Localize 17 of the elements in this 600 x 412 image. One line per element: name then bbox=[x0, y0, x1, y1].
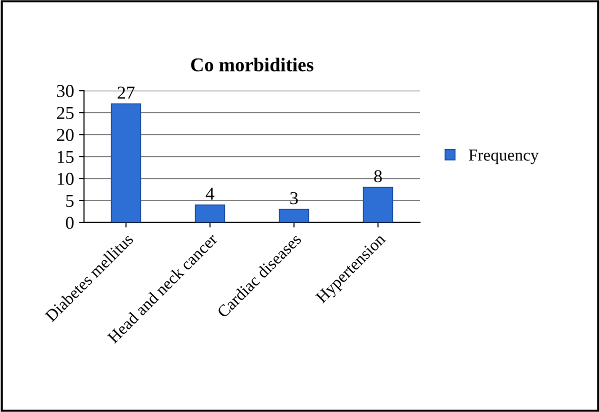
bar bbox=[194, 204, 226, 222]
bar bbox=[362, 186, 394, 222]
y-tick-label: 5 bbox=[66, 194, 74, 207]
y-tick-label: 30 bbox=[57, 84, 74, 98]
y-tick-label: 10 bbox=[58, 172, 74, 185]
data-label: 8 bbox=[374, 170, 382, 182]
legend-label: Frequency bbox=[468, 150, 539, 164]
data-label: 4 bbox=[206, 188, 214, 200]
y-tick-label: 0 bbox=[66, 216, 74, 229]
data-label: 27 bbox=[118, 86, 135, 99]
bar bbox=[278, 208, 310, 222]
chart-title: Co morbidities bbox=[191, 58, 314, 72]
bar bbox=[110, 103, 142, 222]
y-tick-label: 20 bbox=[57, 128, 74, 142]
data-label: 3 bbox=[290, 192, 298, 204]
y-tick-label: 15 bbox=[58, 150, 74, 163]
y-tick-label: 25 bbox=[57, 106, 74, 120]
